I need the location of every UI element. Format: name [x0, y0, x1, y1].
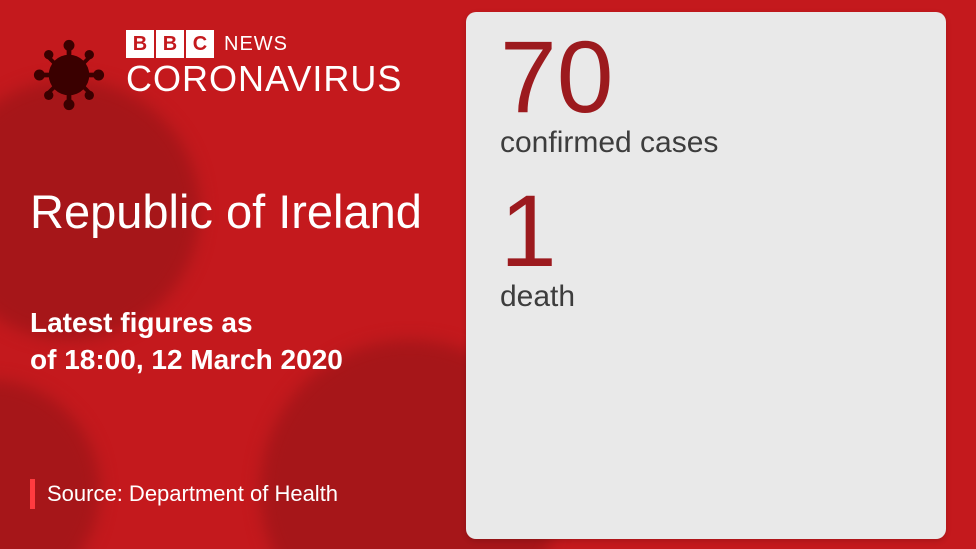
cases-number: 70 — [500, 26, 912, 128]
figures-timestamp: Latest figures as of 18:00, 12 March 202… — [30, 304, 436, 380]
source-bar — [30, 479, 35, 509]
bbc-block: C — [186, 30, 214, 58]
right-panel: 70 confirmed cases 1 death — [466, 0, 976, 549]
deaths-number: 1 — [500, 180, 912, 282]
source-line: Source: Department of Health — [30, 479, 436, 509]
bbc-block: B — [156, 30, 184, 58]
country-title: Republic of Ireland — [30, 186, 436, 238]
left-panel: B B C NEWS CORONAVIRUS Republic of Irela… — [0, 0, 466, 549]
source-text: Source: Department of Health — [47, 481, 338, 507]
coronavirus-title: CORONAVIRUS — [126, 60, 402, 98]
deaths-label: death — [500, 280, 912, 314]
bbc-logo: B B C — [126, 30, 214, 58]
cases-label: confirmed cases — [500, 126, 912, 160]
bbc-news-line: B B C NEWS — [126, 30, 402, 58]
bbc-block: B — [126, 30, 154, 58]
news-label: NEWS — [224, 33, 288, 56]
header: B B C NEWS CORONAVIRUS — [30, 30, 436, 114]
virus-icon — [30, 36, 108, 114]
figures-line: of 18:00, 12 March 2020 — [30, 341, 436, 379]
header-text: B B C NEWS CORONAVIRUS — [126, 30, 402, 98]
figures-line: Latest figures as — [30, 304, 436, 342]
stats-card: 70 confirmed cases 1 death — [466, 12, 946, 539]
infographic-container: B B C NEWS CORONAVIRUS Republic of Irela… — [0, 0, 976, 549]
